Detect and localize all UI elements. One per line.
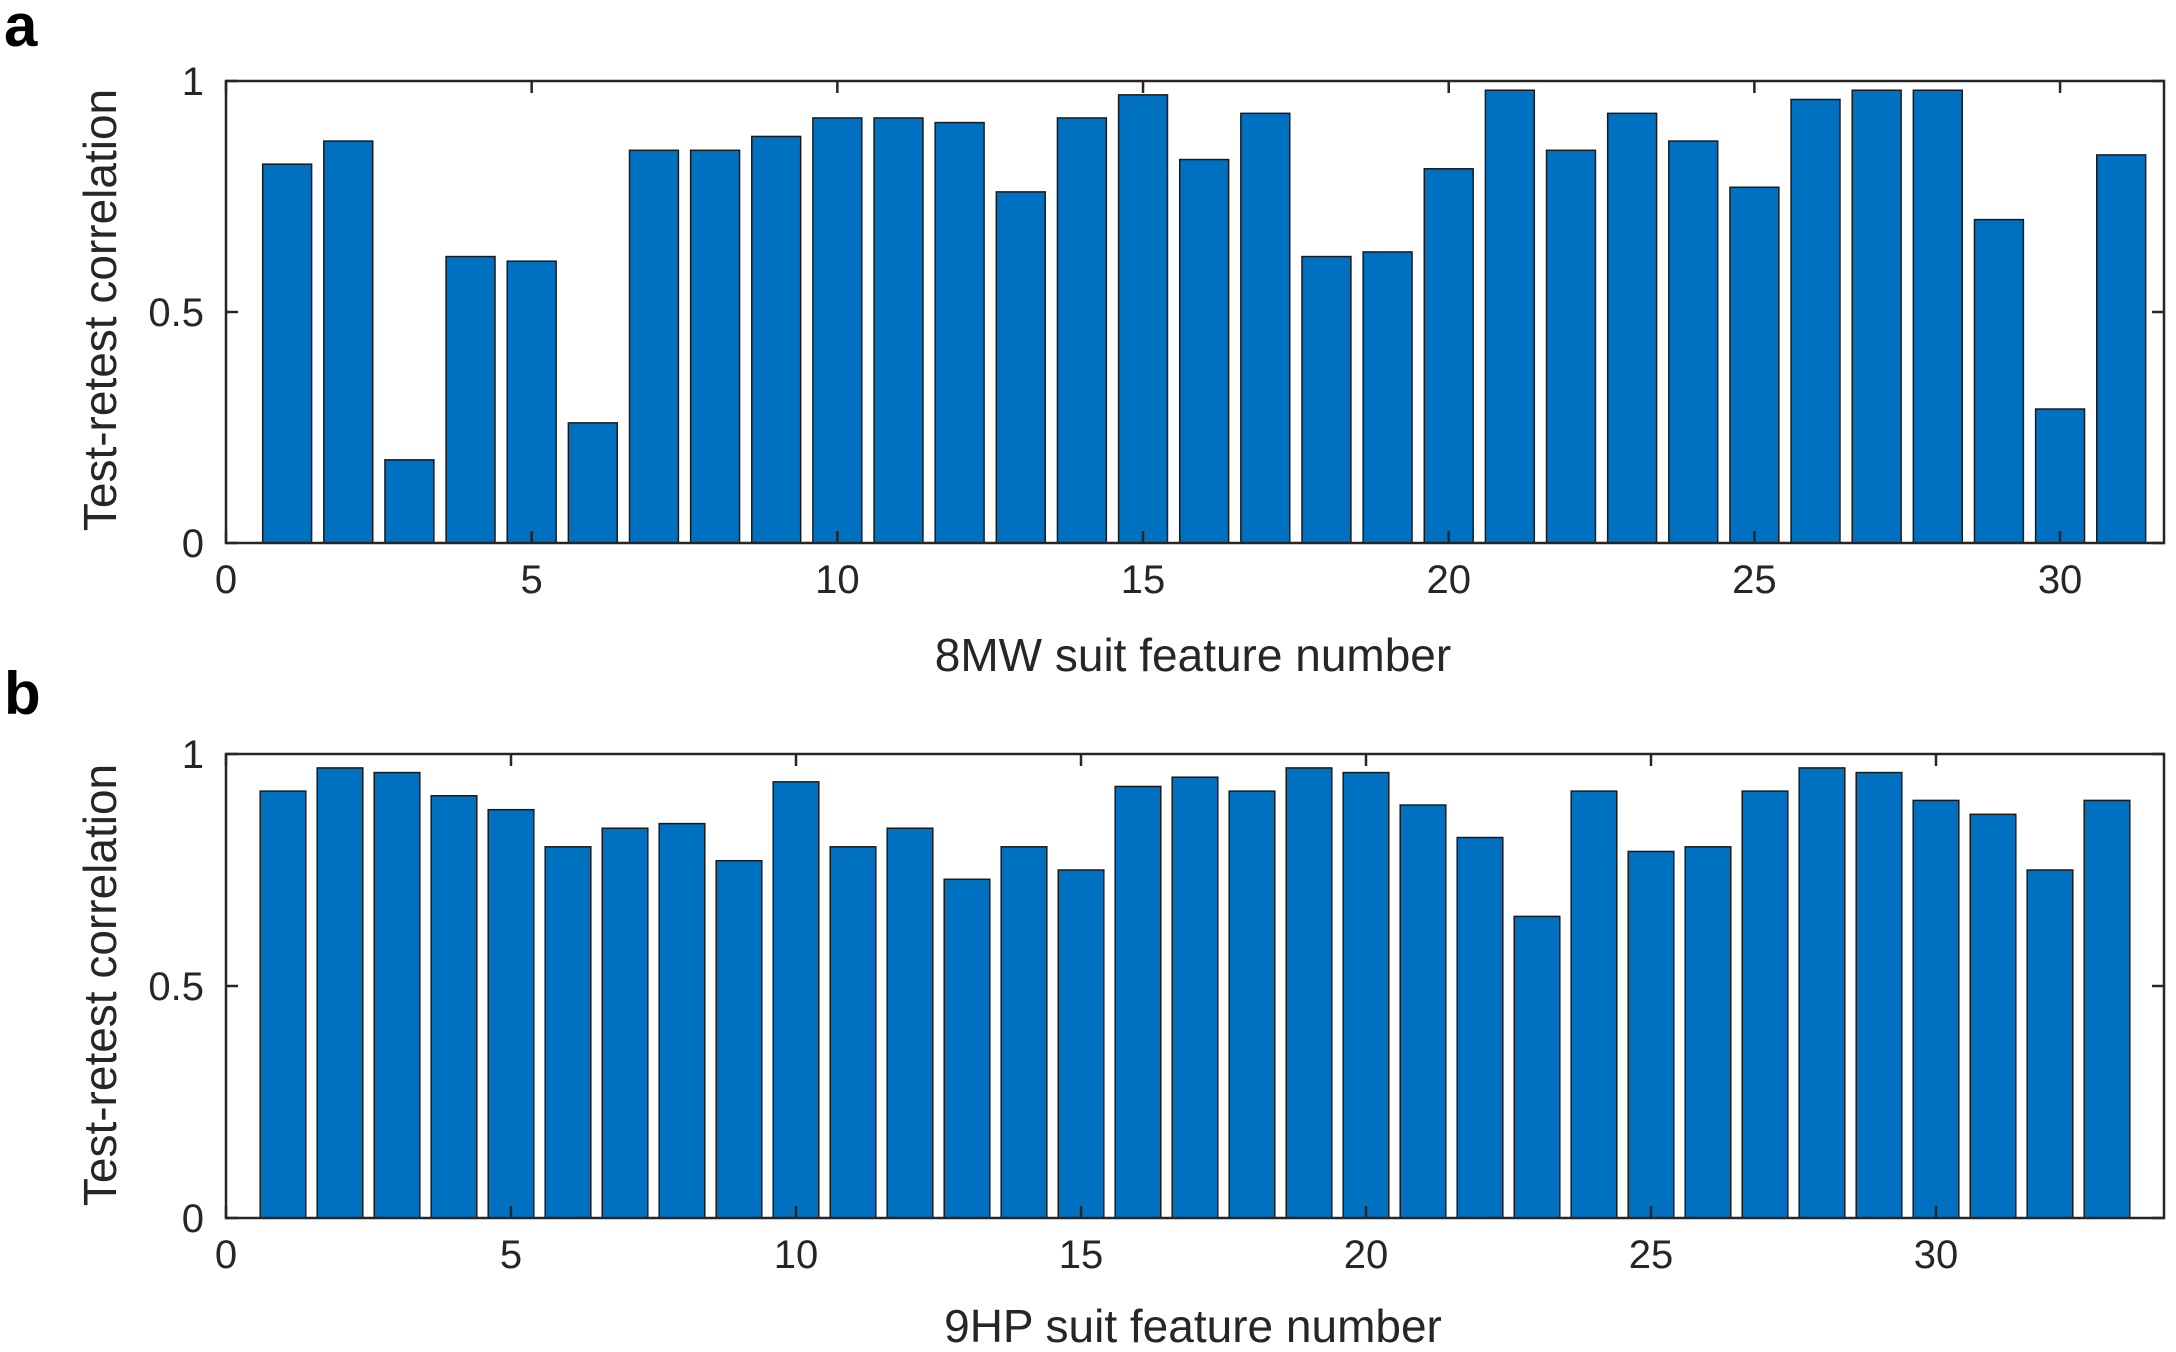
bar-a-17: [1240, 112, 1291, 544]
bar-b-28: [1798, 767, 1846, 1219]
panel-letter-b: b: [4, 660, 41, 727]
x-tick-label-b-10: 10: [774, 1233, 819, 1277]
bar-a-27: [1851, 89, 1902, 544]
bar-a-10: [812, 117, 863, 544]
bar-a-3: [384, 459, 435, 544]
x-tick-label-a-25: 25: [1732, 558, 1777, 602]
bar-a-23: [1606, 112, 1658, 544]
y-tick-label-a-1: 0.5: [148, 291, 204, 335]
bar-a-30: [2034, 408, 2086, 544]
y-axis-label-a: Test-retest correlation: [74, 89, 126, 531]
panel-a: a 0 5 10 15 20 25 30 0 0.5 1 8MW suit feature num…: [4, 0, 2166, 681]
bar-b-27: [1741, 790, 1789, 1219]
bar-a-12: [934, 121, 985, 544]
bar-b-23: [1513, 915, 1561, 1219]
bar-b-12: [886, 827, 934, 1219]
y-tick-label-b-0: 0: [182, 1197, 204, 1241]
bar-a-18: [1301, 255, 1352, 544]
bar-a-28: [1912, 89, 1963, 544]
ticks-b: [224, 752, 2164, 1220]
bar-b-3: [373, 771, 421, 1219]
bar-a-15: [1117, 94, 1169, 544]
x-axis-label-a: 8MW suit feature number: [935, 629, 1451, 681]
x-tick-label-b-25: 25: [1629, 1233, 1674, 1277]
bar-a-19: [1362, 251, 1413, 544]
bar-b-9: [715, 859, 763, 1219]
bar-b-11: [829, 846, 877, 1219]
y-tick-label-a-0: 0: [182, 522, 204, 566]
bar-a-20: [1423, 168, 1474, 544]
panel-b: b 0 5 10 15 20 25 30 0 0.5 1 9HP suit feature num…: [4, 660, 2166, 1352]
tick-labels-a: 0 5 10 15 20 25 30 0 0.5 1: [148, 60, 2082, 602]
x-tick-label-a-15: 15: [1121, 558, 1166, 602]
bar-a-25: [1729, 186, 1780, 544]
bar-a-11: [873, 117, 924, 544]
bars-b: [259, 767, 2131, 1219]
x-tick-label-b-20: 20: [1344, 1233, 1389, 1277]
bar-a-21: [1484, 89, 1536, 544]
x-tick-label-a-10: 10: [815, 558, 860, 602]
bar-a-4: [445, 255, 496, 544]
bar-b-4: [430, 795, 478, 1219]
x-tick-label-b-5: 5: [500, 1233, 522, 1277]
y-tick-label-a-2: 1: [182, 60, 204, 104]
x-tick-label-b-15: 15: [1059, 1233, 1104, 1277]
bar-a-31: [2096, 154, 2147, 544]
bar-a-6: [567, 422, 619, 544]
tick-labels-b: 0 5 10 15 20 25 30 0 0.5 1: [148, 733, 1958, 1277]
bar-b-31: [1969, 813, 2017, 1219]
x-tick-label-a-20: 20: [1426, 558, 1471, 602]
bar-b-26: [1684, 846, 1732, 1219]
bar-b-25: [1627, 850, 1675, 1219]
bar-a-9: [751, 135, 802, 544]
bar-b-7: [601, 827, 649, 1219]
bar-b-32: [2026, 869, 2074, 1219]
bar-a-5: [506, 260, 557, 544]
y-axis-label-b: Test-retest correlation: [74, 764, 126, 1206]
bar-a-1: [261, 163, 313, 544]
bar-b-33: [2083, 799, 2131, 1219]
bar-b-16: [1114, 785, 1162, 1219]
bar-b-2: [316, 767, 364, 1219]
x-tick-label-a-5: 5: [521, 558, 543, 602]
bar-a-13: [995, 191, 1046, 544]
panel-letter-a: a: [4, 0, 38, 59]
bar-b-17: [1171, 776, 1219, 1219]
x-tick-label-a-0: 0: [215, 558, 237, 602]
bar-a-2: [323, 140, 374, 544]
bar-b-18: [1228, 790, 1276, 1219]
ticks-a: [224, 79, 2164, 545]
bar-a-26: [1790, 98, 1841, 544]
bar-b-15: [1057, 869, 1105, 1219]
bar-b-30: [1912, 799, 1960, 1219]
bar-b-8: [658, 822, 706, 1219]
bar-a-24: [1668, 140, 1719, 544]
bar-a-29: [1973, 218, 2025, 544]
bar-b-21: [1399, 804, 1447, 1219]
bar-a-8: [689, 149, 741, 544]
x-tick-label-a-30: 30: [2038, 558, 2083, 602]
bar-b-22: [1456, 836, 1504, 1219]
y-tick-label-b-1: 0.5: [148, 965, 204, 1009]
bar-a-22: [1545, 149, 1597, 544]
x-tick-label-b-0: 0: [215, 1233, 237, 1277]
bar-b-19: [1285, 767, 1333, 1219]
bar-b-6: [544, 846, 592, 1219]
bar-b-10: [772, 781, 820, 1219]
bar-b-5: [487, 808, 535, 1219]
bar-a-14: [1056, 117, 1108, 544]
bar-b-14: [1000, 846, 1048, 1219]
bar-b-13: [943, 878, 991, 1219]
bars-a: [261, 89, 2147, 544]
y-tick-label-b-2: 1: [182, 733, 204, 777]
bar-b-1: [259, 790, 307, 1219]
x-axis-label-b: 9HP suit feature number: [944, 1300, 1442, 1352]
x-tick-label-b-30: 30: [1914, 1233, 1959, 1277]
bar-b-29: [1855, 771, 1903, 1219]
bar-a-7: [628, 149, 680, 544]
bar-a-16: [1178, 158, 1230, 544]
bar-b-24: [1570, 790, 1618, 1219]
bar-b-20: [1342, 771, 1390, 1219]
